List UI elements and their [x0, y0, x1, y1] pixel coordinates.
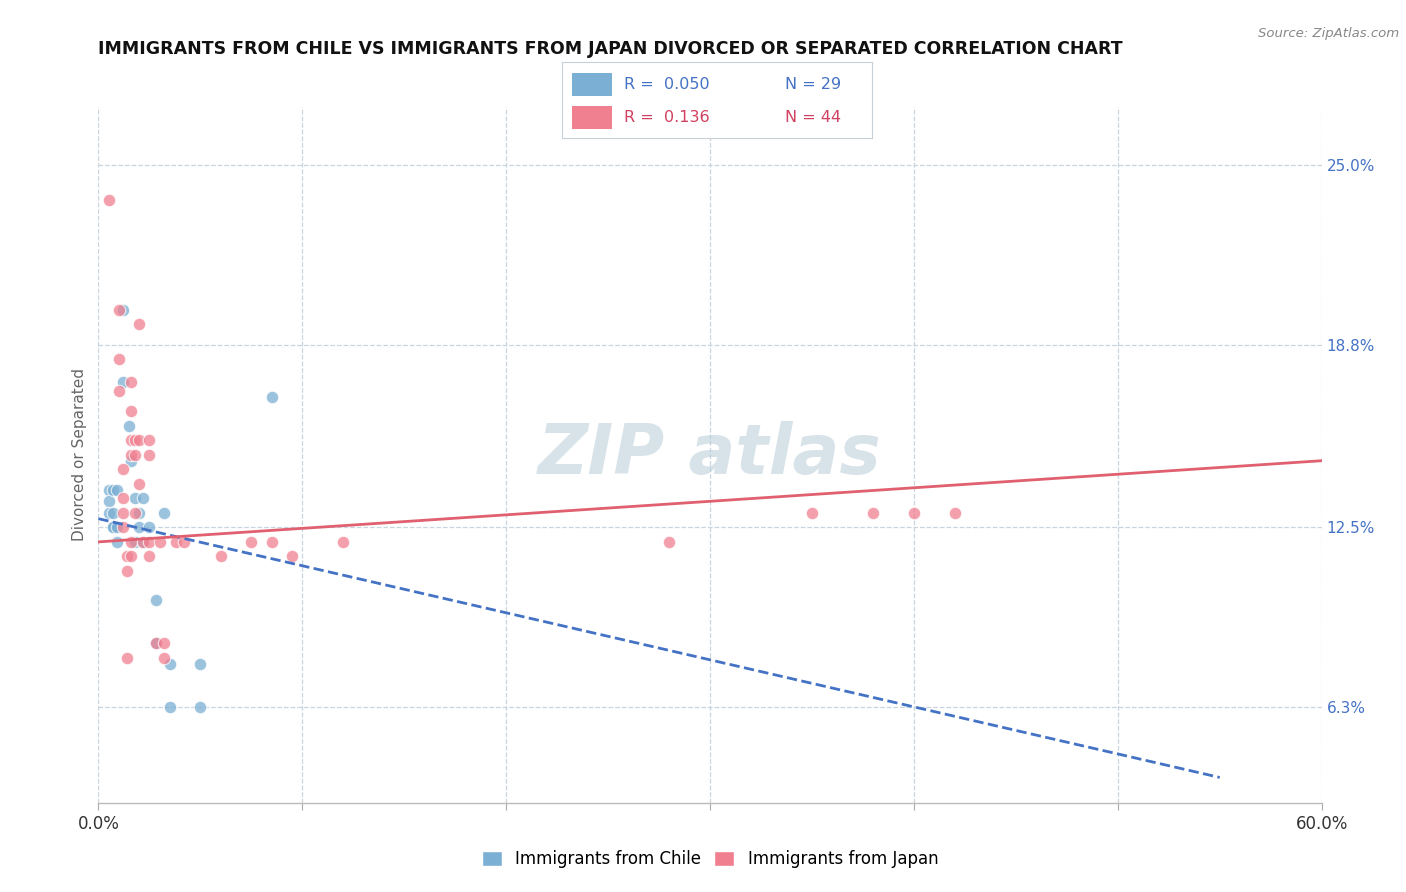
- Point: [120, 535, 142, 549]
- Point: [108, 384, 131, 399]
- Text: N = 29: N = 29: [785, 77, 841, 92]
- Point: [145, 636, 167, 650]
- Point: [105, 483, 128, 497]
- Point: [120, 404, 142, 418]
- Point: [124, 491, 146, 506]
- Point: [120, 434, 142, 448]
- Point: [159, 700, 181, 714]
- Point: [120, 448, 142, 462]
- Point: [152, 506, 174, 520]
- Point: [138, 434, 160, 448]
- Point: [124, 535, 146, 549]
- Point: [188, 700, 212, 714]
- Text: R =  0.050: R = 0.050: [624, 77, 710, 92]
- Point: [128, 318, 150, 332]
- Point: [111, 491, 134, 506]
- Point: [124, 434, 146, 448]
- Point: [115, 549, 138, 564]
- Point: [132, 491, 155, 506]
- Point: [101, 520, 124, 534]
- Text: IMMIGRANTS FROM CHILE VS IMMIGRANTS FROM JAPAN DIVORCED OR SEPARATED CORRELATION: IMMIGRANTS FROM CHILE VS IMMIGRANTS FROM…: [98, 40, 1123, 58]
- Point: [101, 483, 124, 497]
- Text: N = 44: N = 44: [785, 111, 841, 125]
- Point: [97, 494, 120, 508]
- Point: [209, 549, 232, 564]
- Point: [108, 303, 131, 318]
- Point: [118, 419, 141, 434]
- Point: [105, 520, 128, 534]
- Point: [101, 520, 124, 534]
- Point: [111, 376, 134, 390]
- Point: [128, 476, 150, 491]
- Point: [115, 651, 138, 665]
- Point: [124, 448, 146, 462]
- Point: [260, 390, 283, 404]
- Point: [132, 535, 155, 549]
- Point: [260, 535, 283, 549]
- Text: Source: ZipAtlas.com: Source: ZipAtlas.com: [1258, 27, 1399, 40]
- Point: [115, 564, 138, 578]
- Point: [658, 535, 681, 549]
- Point: [152, 651, 174, 665]
- Point: [138, 448, 160, 462]
- Point: [138, 520, 160, 534]
- Point: [159, 657, 181, 671]
- Point: [128, 520, 150, 534]
- Point: [97, 483, 120, 497]
- Point: [124, 506, 146, 520]
- Text: R =  0.136: R = 0.136: [624, 111, 710, 125]
- Point: [149, 535, 172, 549]
- Point: [105, 535, 128, 549]
- Point: [903, 506, 925, 520]
- Point: [111, 462, 134, 476]
- Point: [120, 376, 142, 390]
- Point: [111, 506, 134, 520]
- Point: [101, 506, 124, 520]
- Point: [862, 506, 884, 520]
- Point: [145, 592, 167, 607]
- Point: [111, 520, 134, 534]
- Point: [332, 535, 354, 549]
- Point: [943, 506, 966, 520]
- Point: [108, 352, 131, 367]
- Point: [281, 549, 304, 564]
- Point: [173, 535, 195, 549]
- Point: [128, 434, 150, 448]
- Point: [138, 535, 160, 549]
- Point: [111, 303, 134, 318]
- Point: [120, 454, 142, 468]
- Point: [138, 549, 160, 564]
- Point: [165, 535, 187, 549]
- FancyBboxPatch shape: [572, 106, 612, 129]
- Point: [132, 535, 155, 549]
- Y-axis label: Divorced or Separated: Divorced or Separated: [72, 368, 87, 541]
- Point: [801, 506, 824, 520]
- Point: [128, 506, 150, 520]
- Legend: Immigrants from Chile, Immigrants from Japan: Immigrants from Chile, Immigrants from J…: [475, 843, 945, 874]
- Point: [97, 506, 120, 520]
- Point: [152, 636, 174, 650]
- Point: [145, 636, 167, 650]
- Point: [240, 535, 263, 549]
- FancyBboxPatch shape: [572, 73, 612, 95]
- Point: [97, 193, 120, 207]
- Point: [188, 657, 212, 671]
- Text: ZIP atlas: ZIP atlas: [538, 421, 882, 489]
- Point: [120, 549, 142, 564]
